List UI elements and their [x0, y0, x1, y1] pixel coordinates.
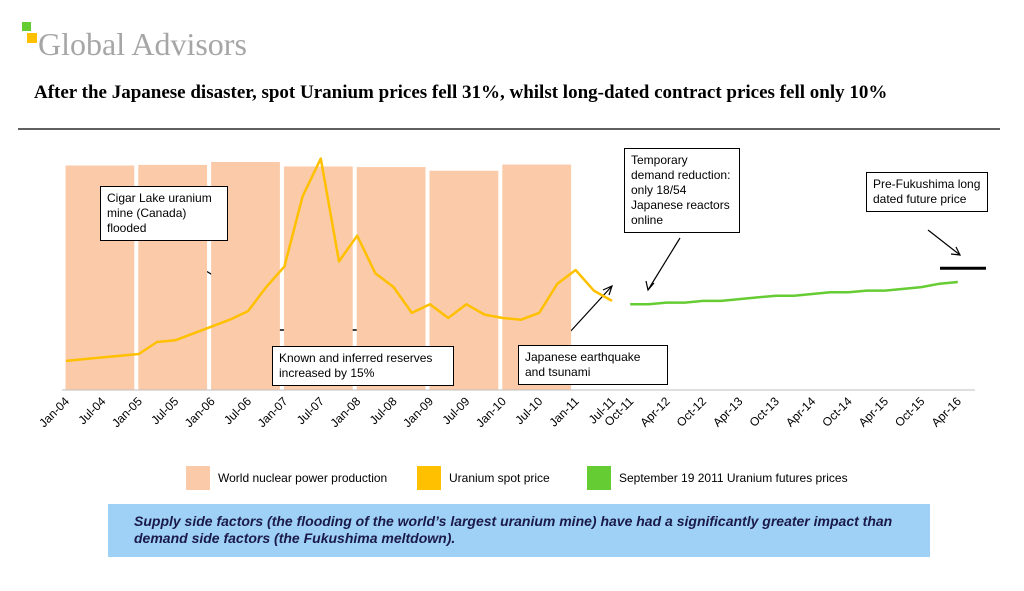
x-tick-label: Jan-04: [36, 394, 72, 430]
x-tick-label: Jul-10: [512, 394, 545, 427]
x-tick-label: Jul-04: [76, 394, 109, 427]
x-tick-label: Jul-06: [221, 394, 254, 427]
line: [630, 280, 958, 306]
legend-label: September 19 2011 Uranium futures prices: [619, 471, 848, 485]
x-tick-label: Jul-07: [294, 394, 327, 427]
x-tick-label: Jul-09: [440, 394, 473, 427]
x-tick-label: Jan-09: [400, 394, 436, 430]
x-tick-label: Apr-15: [856, 394, 892, 430]
x-tick-label: Jan-08: [327, 394, 363, 430]
legend-label: World nuclear power production: [218, 471, 388, 485]
annotation: Temporary demand reduction: only 18/54 J…: [624, 148, 740, 233]
x-tick-label: Oct-13: [747, 394, 783, 430]
x-tick-label: Apr-12: [637, 394, 673, 430]
x-tick-label: Oct-15: [892, 394, 928, 430]
title: After the Japanese disaster, spot Uraniu…: [34, 82, 888, 103]
logo-square: [27, 33, 37, 43]
annotation: Japanese earthquake and tsunami: [518, 345, 668, 385]
annotation: Known and inferred reserves increased by…: [272, 346, 454, 386]
x-tick-label: Jan-06: [182, 394, 218, 430]
annotation: Pre-Fukushima long dated future price: [866, 172, 988, 212]
x-tick-label: Apr-14: [783, 394, 819, 430]
legend-label: Uranium spot price: [449, 471, 550, 485]
x-tick-label: Jan-11: [546, 394, 581, 429]
legend-swatch: [587, 466, 611, 490]
annotation: Cigar Lake uranium mine (Canada) flooded: [100, 186, 228, 241]
footer-note: Supply side factors (the flooding of the…: [108, 504, 930, 557]
x-tick-label: Jan-07: [255, 394, 291, 430]
x-tick-label: Jul-05: [148, 394, 181, 427]
line: [65, 157, 613, 363]
x-tick-label: Oct-12: [674, 394, 710, 430]
x-tick-label: Jan-05: [109, 394, 145, 430]
legend-item: Uranium spot price: [417, 466, 550, 490]
x-tick-label: Jul-08: [367, 394, 400, 427]
x-tick-label: Jan-10: [473, 394, 509, 430]
logo-square: [22, 22, 31, 31]
logo: Global Advisors: [38, 26, 247, 62]
x-tick-label: Apr-16: [929, 394, 965, 430]
legend-swatch: [417, 466, 441, 490]
x-tick-label: Apr-13: [710, 394, 746, 430]
x-tick-label: Oct-14: [819, 394, 855, 430]
legend-item: September 19 2011 Uranium futures prices: [587, 466, 848, 490]
legend-swatch: [186, 466, 210, 490]
legend-item: World nuclear power production: [186, 466, 387, 490]
